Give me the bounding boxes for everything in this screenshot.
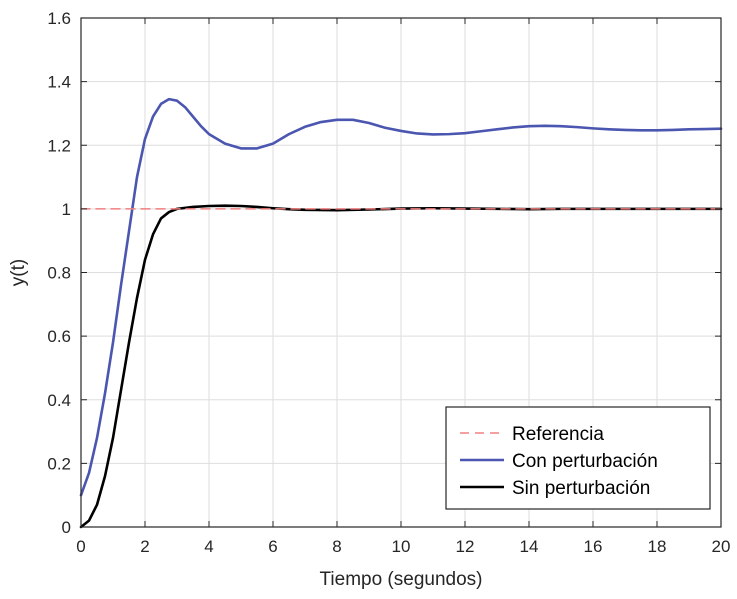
x-axis-label: Tiempo (segundos) bbox=[320, 569, 483, 590]
series-line-2 bbox=[79, 204, 723, 529]
x-tick-label: 12 bbox=[456, 537, 475, 556]
series-line-1 bbox=[79, 97, 723, 497]
y-tick-label: 0.4 bbox=[47, 391, 71, 410]
x-tick-label: 6 bbox=[268, 537, 277, 556]
y-tick-label: 0 bbox=[62, 518, 71, 537]
y-tick-label: 0.6 bbox=[47, 327, 71, 346]
y-tick-label: 1.6 bbox=[47, 9, 71, 28]
y-axis-label: y(t) bbox=[8, 259, 29, 286]
y-tick-label: 1.4 bbox=[47, 73, 71, 92]
x-tick-label: 14 bbox=[520, 537, 539, 556]
legend-label-2: Sin perturbación bbox=[512, 478, 650, 499]
legend-label-0: Referencia bbox=[512, 424, 604, 445]
y-tick-label: 0.2 bbox=[47, 454, 71, 473]
series-layer bbox=[79, 97, 723, 529]
x-tick-label: 10 bbox=[392, 537, 411, 556]
y-tick-label: 1.2 bbox=[47, 136, 71, 155]
x-tick-label: 18 bbox=[648, 537, 667, 556]
x-tick-label: 8 bbox=[332, 537, 341, 556]
legend-box bbox=[445, 406, 711, 510]
y-tick-label: 0.8 bbox=[47, 264, 71, 283]
x-tick-label: 2 bbox=[140, 537, 149, 556]
legend: Referencia Con perturbación Sin perturbaci… bbox=[445, 406, 711, 510]
legend-label-1: Con perturbación bbox=[512, 451, 658, 472]
x-tick-label: 0 bbox=[76, 537, 85, 556]
x-tick-label: 16 bbox=[584, 537, 603, 556]
x-tick-label: 4 bbox=[204, 537, 213, 556]
x-tick-label: 20 bbox=[712, 537, 731, 556]
axis-ticks: 0 2 4 6 8 10 12 14 16 18 20 0 0.2 0.4 0.6 0.8 1 1.2 1.4 1.6 bbox=[47, 9, 730, 556]
y-tick-label: 1 bbox=[62, 200, 71, 219]
